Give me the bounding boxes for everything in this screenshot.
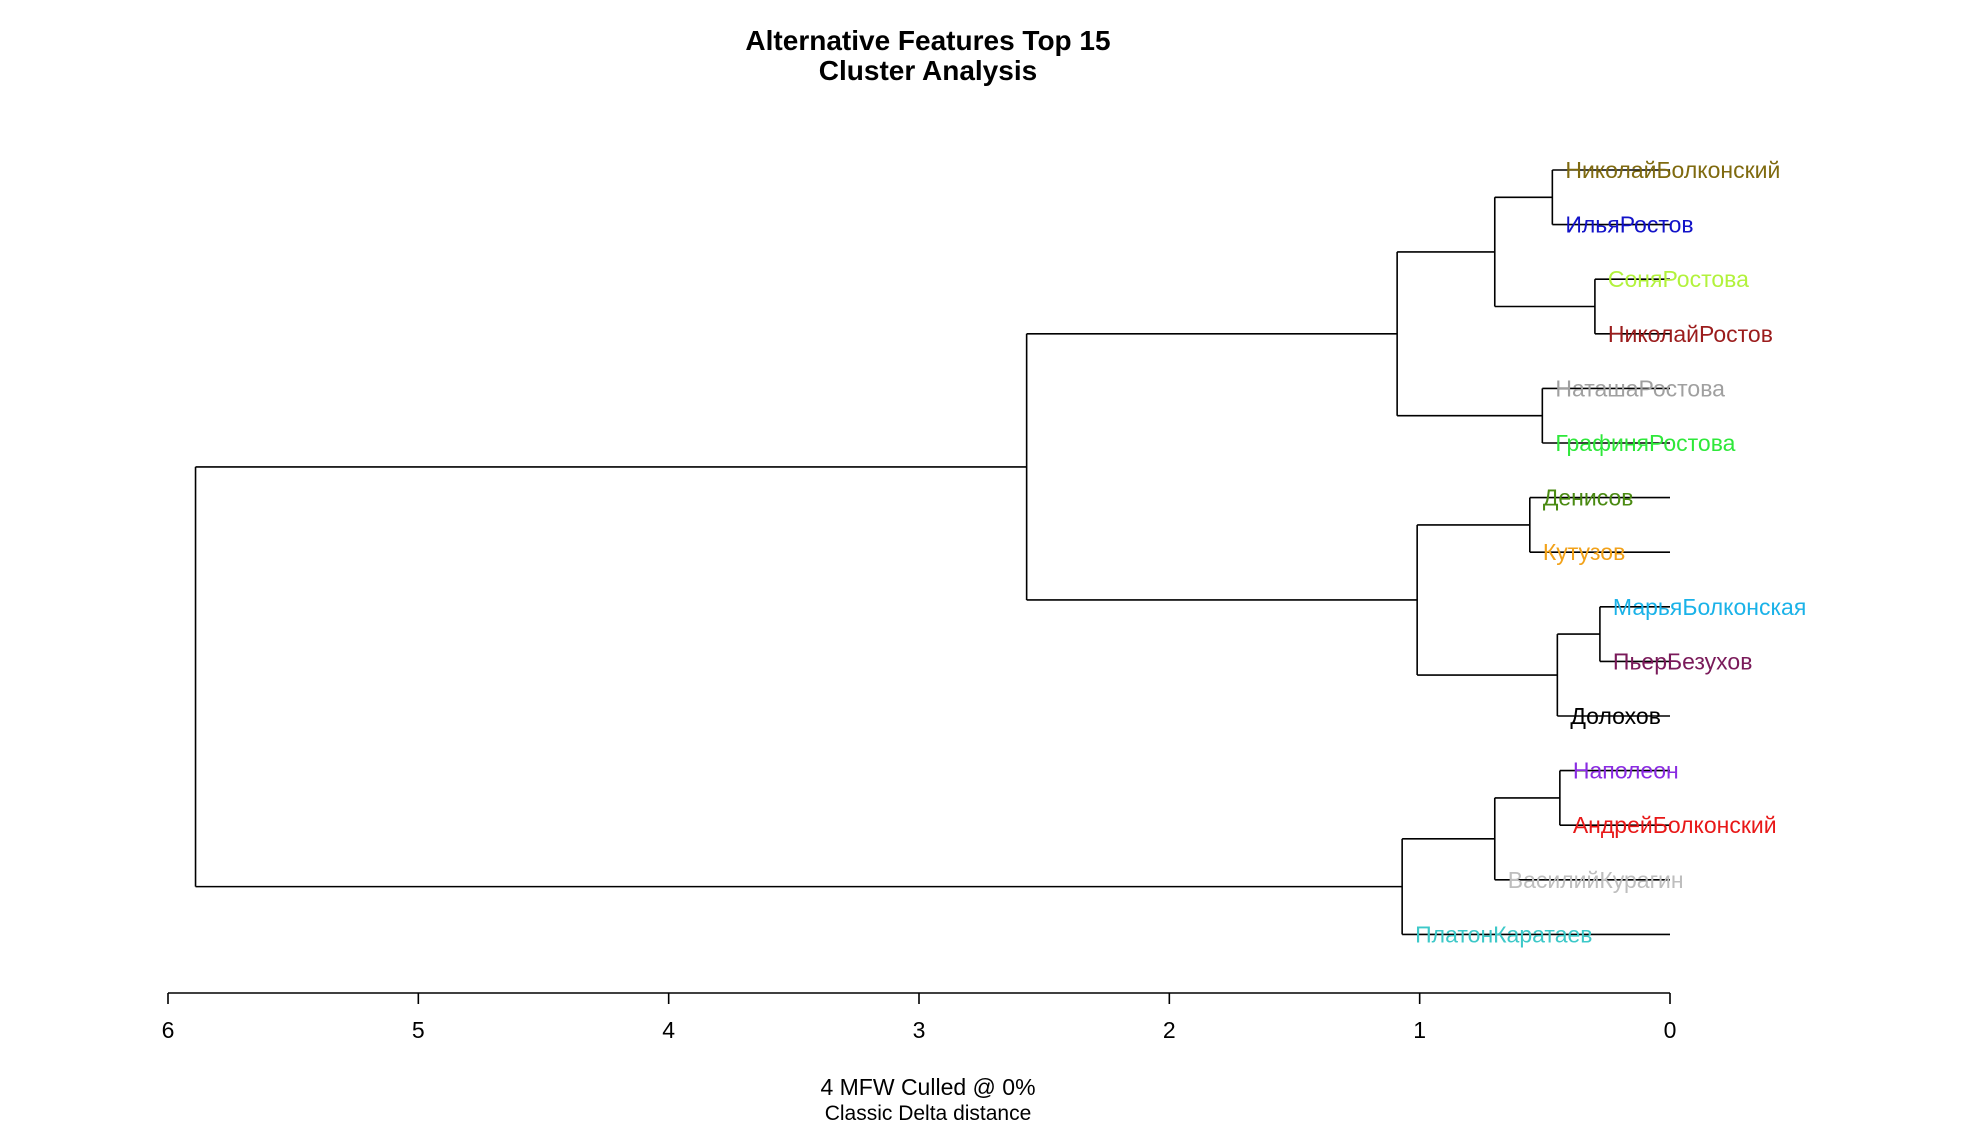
leaf-labels: НиколайБолконский ИльяРостов СоняРостова Ни… [1415,157,1806,947]
axis-caption-line-1: 4 MFW Culled @ 0% [820,1074,1035,1100]
chart-title-line-1: Alternative Features Top 15 [745,25,1110,56]
leaf-label: Денисов [1543,485,1634,511]
leaf-label: ИльяРостов [1565,212,1693,238]
leaf-label: Наполеон [1573,758,1679,784]
x-axis-tick-label: 2 [1163,1017,1176,1043]
leaf-label: АндрейБолконский [1573,812,1777,838]
chart-title: Alternative Features Top 15 Cluster Anal… [745,25,1110,86]
leaf-label: НиколайРостов [1608,321,1773,347]
leaf-label: ПлатонКаратаев [1415,921,1592,947]
leaf-label: Долохов [1570,703,1661,729]
x-axis-tick-label: 1 [1413,1017,1426,1043]
dendrogram-tree [194,169,1670,936]
axis-caption: 4 MFW Culled @ 0% Classic Delta distance [820,1074,1035,1124]
x-axis-tick-label: 5 [412,1017,425,1043]
x-axis-tick-label: 3 [913,1017,926,1043]
leaf-label: ГрафиняРостова [1555,430,1735,456]
leaf-label: МарьяБолконская [1613,594,1806,620]
leaf-label: НиколайБолконский [1565,157,1780,183]
leaf-label: СоняРостова [1608,266,1749,292]
leaf-label: ПьерБезухов [1613,648,1753,674]
x-axis-tick-label: 4 [662,1017,675,1043]
x-axis-tick-label: 6 [162,1017,175,1043]
leaf-label: Кутузов [1543,539,1626,565]
x-axis-tick-label: 0 [1664,1017,1677,1043]
leaf-label: ВасилийКурагин [1508,867,1684,893]
chart-title-line-2: Cluster Analysis [819,55,1037,86]
leaf-label: НаташаРостова [1555,375,1725,401]
axis-caption-line-2: Classic Delta distance [825,1102,1032,1124]
x-axis: 6 5 4 3 2 1 0 [162,992,1677,1043]
